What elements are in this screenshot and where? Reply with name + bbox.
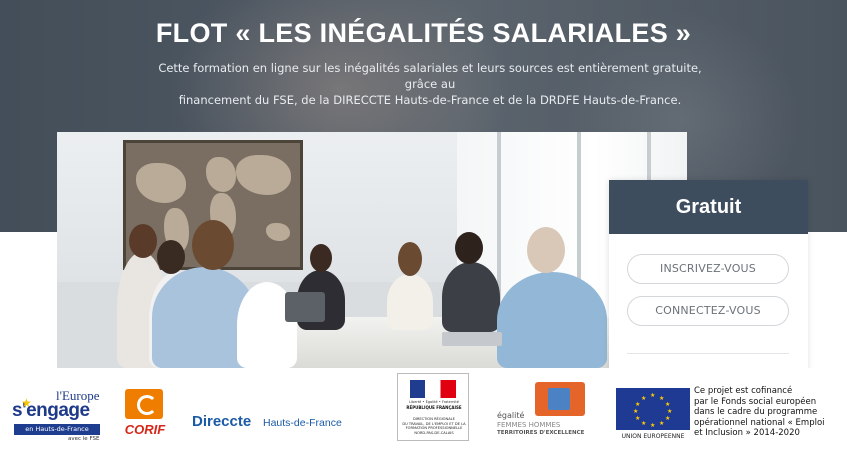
- person-head: [129, 224, 157, 258]
- person-head: [192, 220, 234, 270]
- cofinancing-line: opérationnel national « Emploi: [694, 417, 825, 428]
- republic-name: RÉPUBLIQUE FRANÇAISE: [406, 405, 462, 410]
- europe-logo-line2: s'engage: [12, 400, 90, 421]
- europe-logo-region: en Hauts-de-France: [14, 424, 100, 435]
- person-head: [157, 240, 185, 274]
- egalite-symbol-icon: [535, 382, 585, 416]
- cofinancing-line: Ce projet est cofinancé: [694, 386, 793, 396]
- corif-logo: CORIF: [115, 389, 175, 439]
- person-head: [310, 244, 332, 272]
- egalite-femmes-hommes-logo: égalité FEMMES HOMMES TERRITOIRES D'EXCE…: [495, 382, 590, 440]
- hero-description-line: financement du FSE, de la DIRECCTE Hauts…: [178, 93, 682, 107]
- cofinancing-line: par le Fonds social européen: [694, 396, 817, 407]
- direccte-logo: Direccte: [192, 413, 252, 430]
- photo-window-frame: [497, 132, 501, 332]
- direccte-logo-region: Hauts-de-France: [263, 417, 342, 429]
- europe-logo-fund: avec le FSE: [68, 436, 100, 442]
- hero-description: Cette formation en ligne sur les inégali…: [150, 60, 710, 108]
- direction-text: DIRECTION RÉGIONALE DU TRAVAIL, DE L'EMP…: [401, 417, 467, 435]
- egalite-territoires: TERRITOIRES D'EXCELLENCE: [497, 430, 585, 436]
- cofinancing-statement: Ce projet est cofinancé par le Fonds soc…: [694, 386, 844, 439]
- register-button[interactable]: INSCRIVEZ-VOUS: [627, 254, 789, 284]
- eu-label: UNION EUROPEENNE: [621, 433, 685, 440]
- person: [387, 274, 433, 330]
- corif-symbol-icon: [125, 389, 163, 419]
- hero-banner: FLOT « LES INÉGALITÉS SALARIALES » Cette…: [0, 0, 847, 232]
- person-head: [398, 242, 422, 276]
- person-head: [455, 232, 483, 264]
- photo-window-frame: [577, 132, 581, 332]
- price-label: Gratuit: [609, 180, 808, 234]
- hero-description-line: Cette formation en ligne sur les inégali…: [158, 61, 702, 91]
- europe-logo-line1: l'Europe: [56, 388, 100, 403]
- direction-line: DIRECTION RÉGIONALE: [413, 417, 455, 421]
- course-photo: [57, 132, 687, 368]
- pricing-card: Gratuit INSCRIVEZ-VOUS CONNECTEZ-VOUS: [609, 180, 808, 380]
- divider: [627, 353, 789, 354]
- star-icon: ★: [21, 396, 32, 410]
- direction-line: FORMATION PROFESSIONNELLE: [405, 426, 463, 430]
- marianne-flag-icon: [410, 380, 456, 398]
- login-button[interactable]: CONNECTEZ-VOUS: [627, 296, 789, 326]
- page-title: FLOT « LES INÉGALITÉS SALARIALES »: [155, 18, 692, 48]
- person: [497, 272, 607, 368]
- person: [442, 262, 500, 332]
- egalite-femmes-hommes: FEMMES HOMMES: [497, 421, 561, 429]
- republique-francaise-logo: Liberté • Égalité • Fraternité RÉPUBLIQU…: [397, 373, 469, 441]
- cofinancing-line: et Inclusion » 2014-2020: [694, 428, 800, 438]
- direction-line: DU TRAVAIL, DE L'EMPLOI ET DE LA: [402, 421, 466, 426]
- union-europeenne-logo: ★ ★ ★ ★ ★ ★ ★ ★ ★ ★ ★ ★ UNION EUROPEENNE: [616, 388, 690, 440]
- corif-logo-text: CORIF: [124, 422, 166, 437]
- republic-motto: Liberté • Égalité • Fraternité: [409, 400, 459, 404]
- laptop: [285, 292, 325, 322]
- egalite-word: égalité: [497, 411, 525, 420]
- direction-line: NORD-PAS-DE-CALAIS: [414, 430, 454, 435]
- laptop: [442, 332, 502, 346]
- eu-flag-icon: ★ ★ ★ ★ ★ ★ ★ ★ ★ ★ ★ ★: [616, 388, 690, 430]
- europe-sengage-logo: l'Europe s'engage ★ en Hauts-de-France a…: [12, 388, 102, 443]
- person-head: [527, 227, 565, 273]
- cofinancing-line: dans le cadre du programme: [694, 407, 818, 417]
